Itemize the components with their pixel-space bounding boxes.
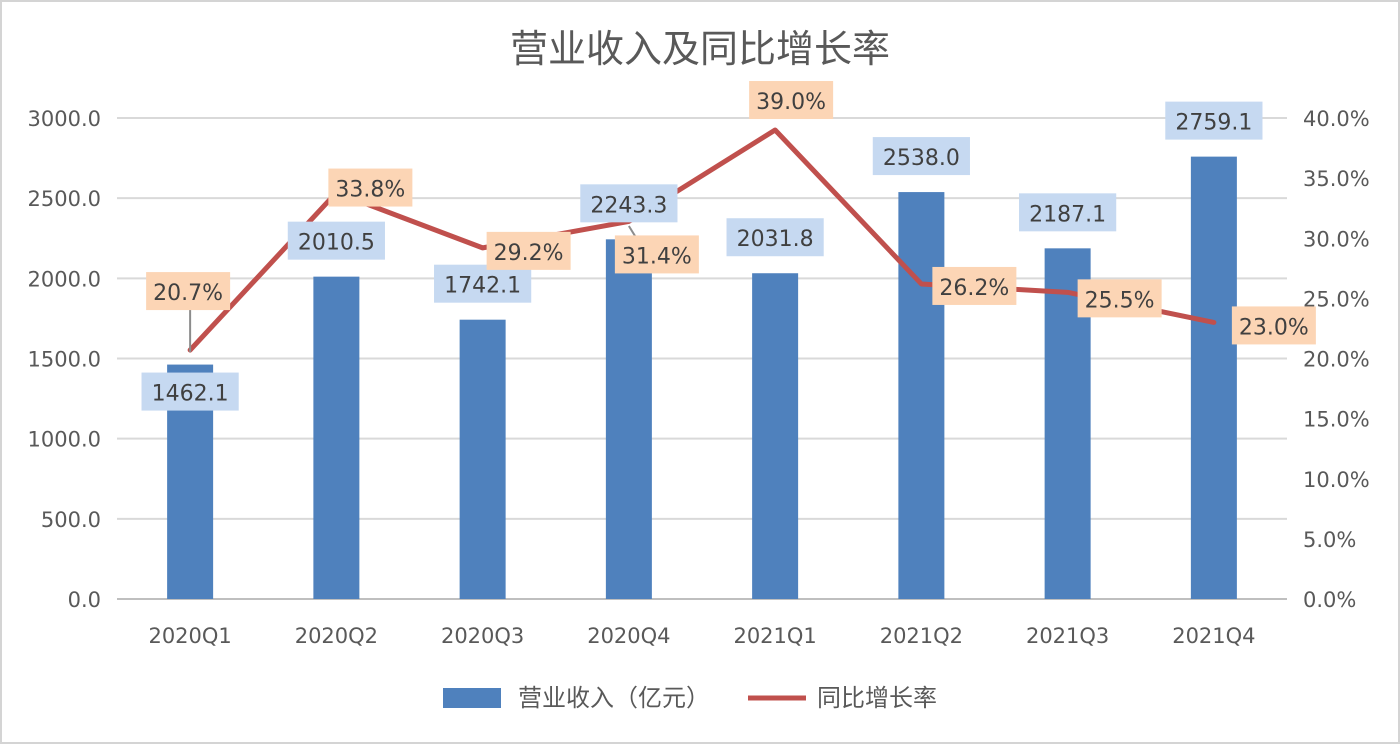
revenue-label: 2010.5 xyxy=(287,221,385,260)
right-tick-label: 30.0% xyxy=(1303,227,1370,251)
revenue-label-bg xyxy=(1165,101,1263,140)
x-tick-label: 2021Q4 xyxy=(1172,624,1255,648)
x-tick-label: 2021Q2 xyxy=(880,624,963,648)
growth-label-text: 39.0% xyxy=(756,90,826,115)
growth-label-text: 25.5% xyxy=(1085,288,1155,313)
revenue-label-bg xyxy=(287,221,385,260)
left-axis-ticks: 0.0 500.0 1000.0 1500.0 2000.0 2500.0 3000.0 xyxy=(28,107,101,612)
revenue-label-bg xyxy=(141,372,239,411)
revenue-label-text: 2243.3 xyxy=(590,193,667,218)
revenue-label: 1742.1 xyxy=(434,264,532,303)
right-tick-label: 20.0% xyxy=(1303,348,1370,372)
revenue-label-text: 2010.5 xyxy=(298,231,375,256)
growth-data-labels: 20.7% 33.8% 29.2% 31.4% 39.0% 26.2% 25.5% 23.0% xyxy=(146,81,1316,352)
left-tick-label: 500.0 xyxy=(41,508,101,532)
revenue-label-text: 2538.0 xyxy=(883,146,960,171)
x-tick-label: 2021Q3 xyxy=(1026,624,1109,648)
x-tick-label: 2020Q2 xyxy=(295,624,378,648)
right-tick-label: 15.0% xyxy=(1303,408,1370,432)
left-tick-label: 1000.0 xyxy=(28,428,101,452)
growth-label: 20.7% xyxy=(146,272,231,311)
revenue-label: 2538.0 xyxy=(872,137,970,176)
growth-label-text: 23.0% xyxy=(1239,315,1309,340)
left-tick-label: 2000.0 xyxy=(28,267,101,291)
right-tick-label: 35.0% xyxy=(1303,167,1370,191)
growth-label-text: 33.8% xyxy=(335,178,405,203)
x-tick-label: 2021Q1 xyxy=(733,624,816,648)
growth-label: 33.8% xyxy=(328,168,413,207)
growth-label-bg xyxy=(486,231,571,270)
growth-label: 29.2% xyxy=(486,231,571,270)
left-tick-label: 1500.0 xyxy=(28,348,101,372)
growth-label: 25.5% xyxy=(1077,279,1162,318)
revenue-data-labels: 1462.1 2010.5 1742.1 2243.3 2031.8 2538.0 2187… xyxy=(141,101,1263,411)
revenue-label-bg xyxy=(1019,193,1117,232)
revenue-label-bg xyxy=(872,137,970,176)
growth-label: 23.0% xyxy=(1231,306,1316,345)
revenue-label-bg xyxy=(434,264,532,303)
revenue-bar xyxy=(1190,156,1237,599)
left-tick-label: 0.0 xyxy=(68,588,101,612)
chart-title: 营业收入及同比增长率 xyxy=(510,27,890,71)
right-tick-label: 5.0% xyxy=(1303,528,1356,552)
growth-label-bg xyxy=(614,235,699,274)
revenue-label-bg xyxy=(726,218,824,257)
revenue-label: 2759.1 xyxy=(1165,101,1263,140)
right-axis-ticks: 0.0%5.0%10.0%15.0%20.0%25.0%30.0%35.0%40… xyxy=(1303,107,1370,612)
growth-label-text: 29.2% xyxy=(494,241,564,266)
revenue-label-text: 1462.1 xyxy=(152,382,229,407)
revenue-bar xyxy=(313,276,360,599)
revenue-bar xyxy=(459,319,506,599)
revenue-label: 2031.8 xyxy=(726,218,824,257)
x-axis-ticks: 2020Q1 2020Q2 2020Q3 2020Q4 2021Q1 2021Q2 2021… xyxy=(148,624,1255,648)
right-tick-label: 40.0% xyxy=(1303,107,1370,131)
growth-label-bg xyxy=(1231,306,1316,345)
left-tick-label: 3000.0 xyxy=(28,107,101,131)
growth-label: 31.4% xyxy=(614,235,699,274)
revenue-label-text: 2031.8 xyxy=(737,227,814,252)
left-tick-label: 2500.0 xyxy=(28,187,101,211)
revenue-label-text: 2187.1 xyxy=(1029,202,1106,227)
x-tick-label: 2020Q4 xyxy=(587,624,670,648)
legend-label-revenue: 营业收入（亿元） xyxy=(518,684,710,712)
gridlines xyxy=(117,117,1287,600)
legend: 营业收入（亿元） 同比增长率 xyxy=(443,684,937,712)
revenue-bars xyxy=(167,156,1237,600)
revenue-bar xyxy=(898,192,945,599)
growth-label-bg xyxy=(146,272,231,311)
growth-label-text: 26.2% xyxy=(939,276,1009,301)
revenue-bar xyxy=(752,273,799,599)
revenue-label: 2243.3 xyxy=(580,184,678,223)
growth-label-text: 31.4% xyxy=(622,244,692,269)
revenue-label: 2187.1 xyxy=(1019,193,1117,232)
revenue-bar xyxy=(605,239,652,600)
legend-label-growth: 同比增长率 xyxy=(817,684,937,712)
revenue-label-bg xyxy=(580,184,678,223)
x-tick-label: 2020Q1 xyxy=(148,624,231,648)
growth-label-bg xyxy=(328,168,413,207)
growth-label-bg xyxy=(749,81,834,120)
revenue-label: 1462.1 xyxy=(141,372,239,411)
legend-swatch-revenue xyxy=(443,688,501,708)
revenue-label-text: 2759.1 xyxy=(1175,111,1252,136)
revenue-label-text: 1742.1 xyxy=(444,274,521,299)
growth-label: 39.0% xyxy=(749,81,834,120)
right-tick-label: 10.0% xyxy=(1303,468,1370,492)
growth-label-bg xyxy=(1077,279,1162,318)
x-tick-label: 2020Q3 xyxy=(441,624,524,648)
growth-label-bg xyxy=(932,266,1017,305)
growth-label-text: 20.7% xyxy=(153,281,223,306)
right-tick-label: 0.0% xyxy=(1303,588,1356,612)
growth-label: 26.2% xyxy=(932,266,1017,305)
